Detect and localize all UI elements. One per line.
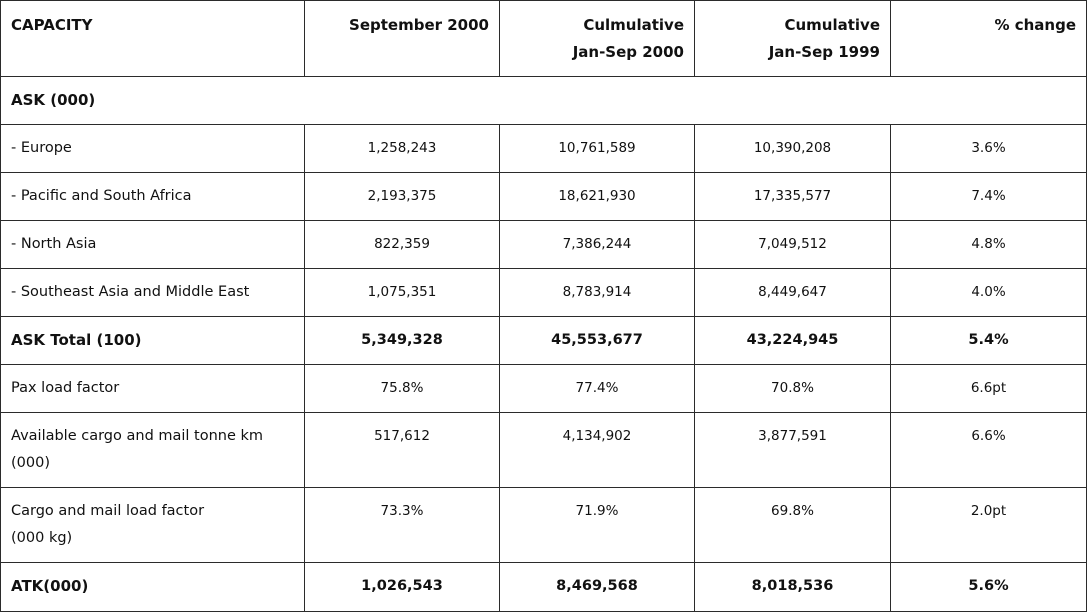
row-label: Available cargo and mail tonne km (000) bbox=[0, 412, 305, 488]
row-label-line: (000) bbox=[11, 455, 50, 471]
cell-cumulative-1999: 17,335,577 bbox=[694, 172, 891, 221]
row-label: ASK Total (100) bbox=[0, 316, 305, 365]
row-label: - Europe bbox=[0, 124, 305, 173]
cell-september-2000: 1,026,543 bbox=[304, 562, 500, 612]
cell-cumulative-2000: 18,621,930 bbox=[499, 172, 695, 221]
cell-cumulative-2000: 7,386,244 bbox=[499, 220, 695, 269]
cell-cumulative-1999: 43,224,945 bbox=[694, 316, 891, 365]
cell-september-2000: 517,612 bbox=[304, 412, 500, 488]
cell-cumulative-2000: 77.4% bbox=[499, 364, 695, 413]
header-capacity: CAPACITY bbox=[0, 0, 305, 77]
cell-september-2000: 5,349,328 bbox=[304, 316, 500, 365]
cell-cumulative-1999: 69.8% bbox=[694, 487, 891, 563]
cell-cumulative-1999: 3,877,591 bbox=[694, 412, 891, 488]
row-label-line: Available cargo and mail tonne km bbox=[11, 428, 264, 444]
table-row: - Southeast Asia and Middle East 1,075,3… bbox=[0, 268, 1087, 317]
cell-cumulative-2000: 8,783,914 bbox=[499, 268, 695, 317]
table-row-atk: ATK(000) 1,026,543 8,469,568 8,018,536 5… bbox=[0, 562, 1087, 612]
section-row-ask: ASK (000) bbox=[0, 76, 1087, 125]
table-row: - Europe 1,258,243 10,761,589 10,390,208… bbox=[0, 124, 1087, 173]
cell-cumulative-2000: 8,469,568 bbox=[499, 562, 695, 612]
row-label: Pax load factor bbox=[0, 364, 305, 413]
cell-percent-change: 3.6% bbox=[890, 124, 1087, 173]
table-row: Cargo and mail load factor (000 kg) 73.3… bbox=[0, 487, 1087, 563]
header-text: CAPACITY bbox=[11, 16, 93, 34]
header-percent-change: % change bbox=[890, 0, 1087, 77]
cell-september-2000: 1,258,243 bbox=[304, 124, 500, 173]
cell-september-2000: 1,075,351 bbox=[304, 268, 500, 317]
cell-september-2000: 75.8% bbox=[304, 364, 500, 413]
cell-september-2000: 73.3% bbox=[304, 487, 500, 563]
header-cumulative-2000: Culmulative Jan-Sep 2000 bbox=[499, 0, 695, 77]
row-label: - Southeast Asia and Middle East bbox=[0, 268, 305, 317]
row-label: - Pacific and South Africa bbox=[0, 172, 305, 221]
header-text: % change bbox=[994, 16, 1076, 34]
cell-percent-change: 6.6% bbox=[890, 412, 1087, 488]
cell-cumulative-2000: 45,553,677 bbox=[499, 316, 695, 365]
cell-percent-change: 5.4% bbox=[890, 316, 1087, 365]
header-september-2000: September 2000 bbox=[304, 0, 500, 77]
cell-cumulative-2000: 4,134,902 bbox=[499, 412, 695, 488]
cell-percent-change: 7.4% bbox=[890, 172, 1087, 221]
row-label: - North Asia bbox=[0, 220, 305, 269]
table-row: - North Asia 822,359 7,386,244 7,049,512… bbox=[0, 220, 1087, 269]
cell-cumulative-1999: 8,018,536 bbox=[694, 562, 891, 612]
row-label: Cargo and mail load factor (000 kg) bbox=[0, 487, 305, 563]
table-row: Available cargo and mail tonne km (000) … bbox=[0, 412, 1087, 488]
cell-percent-change: 5.6% bbox=[890, 562, 1087, 612]
cell-cumulative-1999: 7,049,512 bbox=[694, 220, 891, 269]
header-text: Cumulative bbox=[784, 16, 880, 34]
table-row: - Pacific and South Africa 2,193,375 18,… bbox=[0, 172, 1087, 221]
header-text: Jan-Sep 1999 bbox=[768, 43, 880, 61]
row-label: ATK(000) bbox=[0, 562, 305, 612]
cell-cumulative-2000: 10,761,589 bbox=[499, 124, 695, 173]
cell-percent-change: 2.0pt bbox=[890, 487, 1087, 563]
header-cumulative-1999: Cumulative Jan-Sep 1999 bbox=[694, 0, 891, 77]
cell-percent-change: 4.0% bbox=[890, 268, 1087, 317]
header-text: Culmulative bbox=[583, 16, 684, 34]
row-label-line: Cargo and mail load factor bbox=[11, 503, 205, 519]
header-text: Jan-Sep 2000 bbox=[572, 43, 684, 61]
cell-cumulative-1999: 10,390,208 bbox=[694, 124, 891, 173]
cell-september-2000: 822,359 bbox=[304, 220, 500, 269]
section-label: ASK (000) bbox=[0, 76, 1087, 125]
cell-percent-change: 6.6pt bbox=[890, 364, 1087, 413]
cell-september-2000: 2,193,375 bbox=[304, 172, 500, 221]
cell-cumulative-1999: 70.8% bbox=[694, 364, 891, 413]
cell-cumulative-1999: 8,449,647 bbox=[694, 268, 891, 317]
table-row: Pax load factor 75.8% 77.4% 70.8% 6.6pt bbox=[0, 364, 1087, 413]
header-text: September 2000 bbox=[349, 16, 489, 34]
cell-percent-change: 4.8% bbox=[890, 220, 1087, 269]
header-row: CAPACITY September 2000 Culmulative Jan-… bbox=[0, 0, 1087, 77]
row-label-line: (000 kg) bbox=[11, 530, 73, 546]
table-row-total: ASK Total (100) 5,349,328 45,553,677 43,… bbox=[0, 316, 1087, 365]
cell-cumulative-2000: 71.9% bbox=[499, 487, 695, 563]
